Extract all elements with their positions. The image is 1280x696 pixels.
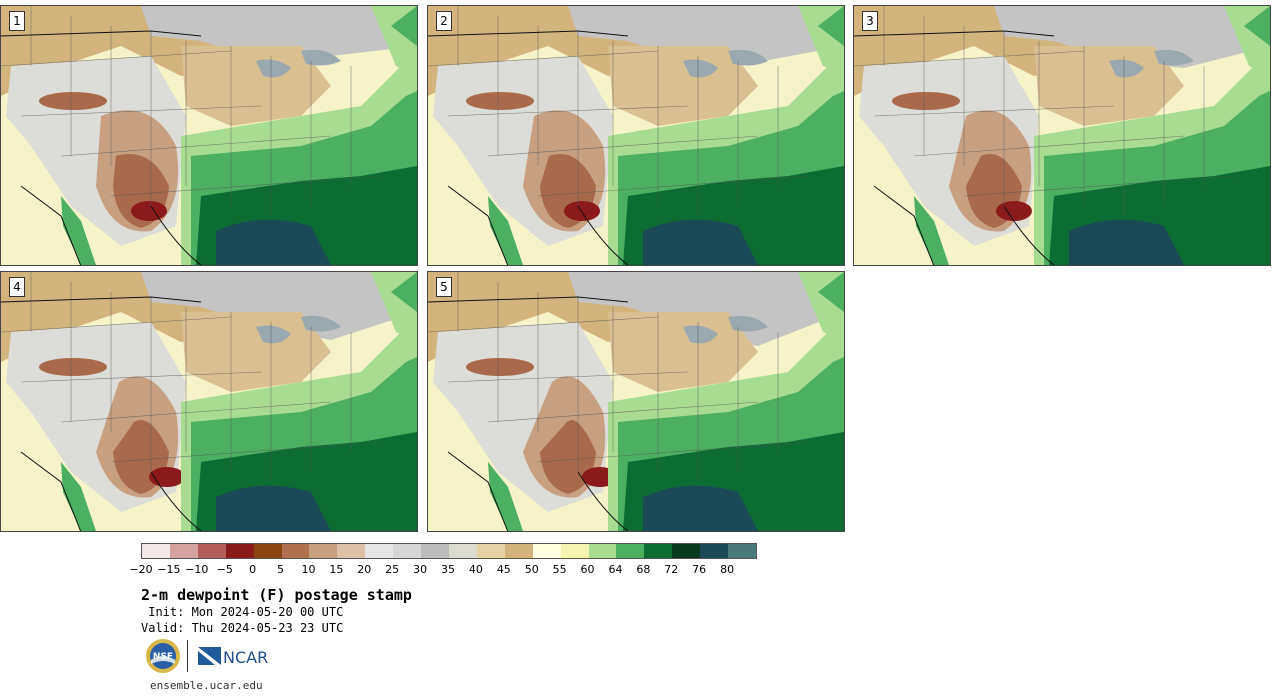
panel-number: 5 bbox=[436, 277, 452, 297]
colorbar-tick-label: −20 bbox=[129, 563, 153, 576]
colorbar-tick-label: 20 bbox=[357, 563, 372, 576]
colorbar-tick-label: 45 bbox=[496, 563, 511, 576]
map-panel-1: 1 bbox=[0, 5, 418, 266]
ncar-logo-text: NCAR bbox=[223, 648, 268, 667]
map-panel-5: 5 bbox=[427, 271, 845, 532]
colorbar-tick-label: 35 bbox=[441, 563, 455, 576]
colorbar-swatch bbox=[253, 544, 282, 558]
colorbar-swatch bbox=[197, 544, 226, 558]
colorbar-swatch bbox=[504, 544, 533, 558]
colorbar-swatch bbox=[700, 544, 729, 558]
colorbar-swatch bbox=[588, 544, 617, 558]
colorbar-swatch bbox=[309, 544, 338, 558]
colorbar-tick-label: 72 bbox=[664, 563, 679, 576]
colorbar-swatch bbox=[476, 544, 505, 558]
colorbar-swatch bbox=[448, 544, 477, 558]
colorbar-tick-label: 5 bbox=[277, 563, 285, 576]
colorbar-swatch bbox=[672, 544, 701, 558]
panel-number: 3 bbox=[862, 11, 878, 31]
panel-number: 4 bbox=[9, 277, 25, 297]
map-image bbox=[1, 272, 417, 531]
colorbar-tick-label: 55 bbox=[552, 563, 567, 576]
init-time: Init: Mon 2024-05-20 00 UTC bbox=[141, 605, 344, 619]
colorbar-tick-label: 30 bbox=[413, 563, 428, 576]
map-panel-3: 3 bbox=[853, 5, 1271, 266]
panel-number: 2 bbox=[436, 11, 452, 31]
colorbar-swatch bbox=[365, 544, 394, 558]
colorbar-swatch bbox=[337, 544, 366, 558]
nsf-logo: NSF bbox=[146, 639, 180, 673]
colorbar-tick-label: −5 bbox=[216, 563, 233, 576]
map-image bbox=[1, 6, 417, 265]
colorbar-swatch bbox=[560, 544, 589, 558]
colorbar-swatch bbox=[142, 544, 170, 558]
colorbar-swatch bbox=[393, 544, 422, 558]
map-panel-2: 2 bbox=[427, 5, 845, 266]
panel-number: 1 bbox=[9, 11, 25, 31]
colorbar-tick-label: −15 bbox=[157, 563, 181, 576]
colorbar-tick-label: 50 bbox=[524, 563, 539, 576]
colorbar-tick-label: 76 bbox=[692, 563, 707, 576]
footer-url: ensemble.ucar.edu bbox=[150, 679, 263, 692]
colorbar-tick-label: 60 bbox=[580, 563, 595, 576]
map-panel-4: 4 bbox=[0, 271, 418, 532]
colorbar-tick-label: 64 bbox=[608, 563, 623, 576]
map-image bbox=[854, 6, 1270, 265]
colorbar-ticks: −20 −15 −10 −5 0 5 10 15 20 25 30 35 40 45 50 55 60 64 68 7… bbox=[0, 563, 800, 577]
colorbar-tick-label: 68 bbox=[636, 563, 651, 576]
colorbar-swatch bbox=[281, 544, 310, 558]
nsf-logo-text: NSF bbox=[153, 652, 173, 662]
map-image bbox=[428, 6, 844, 265]
colorbar-tick-label: 25 bbox=[385, 563, 400, 576]
colorbar-tick-label: 40 bbox=[468, 563, 483, 576]
map-image bbox=[428, 272, 844, 531]
chart-title: 2-m dewpoint (F) postage stamp bbox=[141, 586, 412, 604]
valid-time: Valid: Thu 2024-05-23 23 UTC bbox=[141, 621, 344, 635]
colorbar-swatch bbox=[225, 544, 254, 558]
colorbar-tick-label: 80 bbox=[720, 563, 735, 576]
colorbar-swatch bbox=[421, 544, 449, 558]
colorbar bbox=[141, 543, 757, 559]
colorbar-tick-label: 0 bbox=[249, 563, 257, 576]
colorbar-swatch bbox=[169, 544, 198, 558]
colorbar-tick-label: 10 bbox=[301, 563, 316, 576]
colorbar-tick-label: −10 bbox=[185, 563, 209, 576]
colorbar-swatch bbox=[644, 544, 673, 558]
colorbar-tick-label: 15 bbox=[329, 563, 344, 576]
colorbar-swatch bbox=[728, 544, 756, 558]
colorbar-swatch bbox=[616, 544, 645, 558]
ncar-logo: NCAR bbox=[198, 647, 268, 667]
colorbar-swatch bbox=[532, 544, 561, 558]
logo-divider bbox=[187, 640, 188, 672]
